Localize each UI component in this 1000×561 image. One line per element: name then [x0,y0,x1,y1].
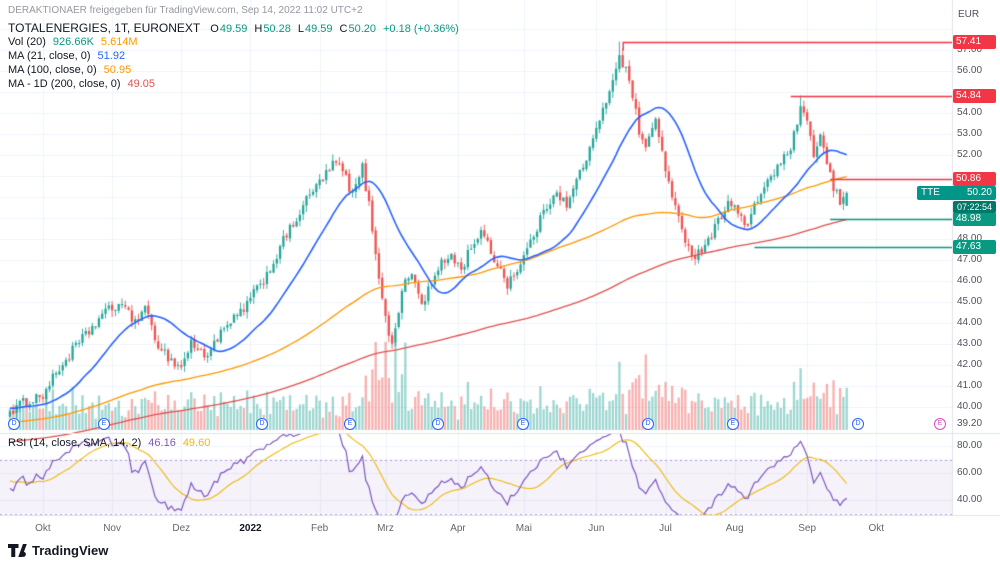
time-axis-label: Feb [311,523,329,534]
time-axis-label: Jul [659,523,672,534]
currency-label: EUR [958,9,980,20]
close-value: 50.20 [348,23,376,35]
low-label: L [297,23,304,35]
price-axis-label: 48.00 [957,233,983,245]
ma21-value: 51.92 [97,50,126,62]
earnings-event-icon[interactable]: E [727,418,739,430]
price-axis-label: 46.00 [957,275,983,287]
price-axis-label: 54.00 [957,107,983,119]
copyright-watermark: DERAKTIONAER freigegeben für TradingView… [8,5,363,16]
dividend-event-icon[interactable]: D [852,418,864,430]
price-axis-label: 41.00 [957,380,983,392]
price-axis-label: 52.00 [957,149,983,161]
tradingview-brand[interactable]: TradingView [32,543,109,558]
ma21-legend-row: MA (21, close, 0) 51.92 [8,49,466,63]
open-label: O [210,23,219,35]
ma200-label[interactable]: MA - 1D (200, close, 0) [8,78,121,90]
last-price-value: 50.20 [966,187,992,198]
time-axis-label: Mai [515,523,532,534]
ma21-label[interactable]: MA (21, close, 0) [8,50,91,62]
current-price-badge: TTE 50.20 [917,186,996,200]
close-label: C [339,23,348,35]
price-axis-label: 43.00 [957,338,983,350]
symbol-legend-row: TOTALENERGIES, 1T, EURONEXT O49.59 H50.28 L… [8,21,466,35]
dividend-event-icon[interactable]: D [642,418,654,430]
price-axis-label: 56.00 [957,65,983,77]
time-axis-label: Jun [588,523,605,534]
time-axis-label: Sep [798,523,817,534]
volume-value: 926.66K [52,36,94,48]
rsi-ma-value: 49.60 [182,437,211,449]
earnings-event-icon[interactable]: E [344,418,356,430]
tradingview-logo-icon[interactable] [8,544,27,557]
footer: TradingView [8,543,108,558]
ma100-label[interactable]: MA (100, close, 0) [8,64,97,76]
time-axis-label: Apr [450,523,466,534]
price-level-badge: 47.63 [953,239,996,254]
price-axis-label: 42.00 [957,359,983,371]
price-level-badge: 54.84 [953,88,996,103]
price-axis-label: 53.00 [957,128,983,140]
time-axis-label: Dez [172,523,191,534]
dividend-event-icon[interactable]: D [432,418,444,430]
earnings-event-icon[interactable]: E [517,418,529,430]
price-axis-label: 47.00 [957,254,983,266]
volume-legend-row: Vol (20) 926.66K 5.614M [8,35,466,49]
time-axis-label: Okt [868,523,885,534]
earnings-event-icon[interactable]: E [98,418,110,430]
dividend-event-icon[interactable]: D [8,418,20,430]
rsi-value: 46.16 [148,437,176,449]
ma100-value: 50.95 [103,64,132,76]
price-axis-label: 39.20 [957,418,983,429]
ma200-value: 49.05 [127,78,156,90]
rsi-axis-label: 60.00 [957,467,983,478]
time-axis-label: Aug [725,523,744,534]
chart-legend: TOTALENERGIES, 1T, EURONEXT O49.59 H50.28 L… [8,21,466,91]
session-countdown-badge: 07:22:54 [953,201,996,213]
change-value: +0.18 (+0.36%) [382,23,459,35]
rsi-label[interactable]: RSI (14, close, SMA, 14, 2) [8,437,142,449]
price-axis-label: 44.00 [957,317,983,329]
ma100-legend-row: MA (100, close, 0) 50.95 [8,63,466,77]
time-axis-label: Mrz [377,523,394,534]
time-axis-label: Nov [103,523,121,534]
time-axis-label: 2022 [239,523,262,534]
symbol-title[interactable]: TOTALENERGIES, 1T, EURONEXT [8,21,201,35]
volume-ma-value: 5.614M [100,36,138,48]
volume-label[interactable]: Vol (20) [8,36,46,48]
rsi-axis-label: 80.00 [957,440,983,451]
rsi-axis-label: 40.00 [957,494,983,505]
rsi-legend-row: RSI (14, close, SMA, 14, 2) 46.16 49.60 [8,437,217,449]
open-value: 49.59 [219,23,248,35]
time-axis-label: Okt [35,523,51,534]
dividend-event-icon[interactable]: D [256,418,268,430]
price-level-badge: 50.86 [953,172,996,187]
high-label: H [254,23,263,35]
price-level-badge: 48.98 [953,211,996,226]
price-axis-label: 40.00 [957,401,983,413]
low-value: 49.59 [304,23,333,35]
earnings-event-icon[interactable]: E [934,418,946,430]
price-axis-label: 57.00 [957,44,983,56]
ma200-legend-row: MA - 1D (200, close, 0) 49.05 [8,77,466,91]
high-value: 50.28 [263,23,291,35]
price-level-badge: 57.41 [953,34,996,49]
price-axis-label: 45.00 [957,296,983,308]
ticker-label: TTE [921,187,940,198]
